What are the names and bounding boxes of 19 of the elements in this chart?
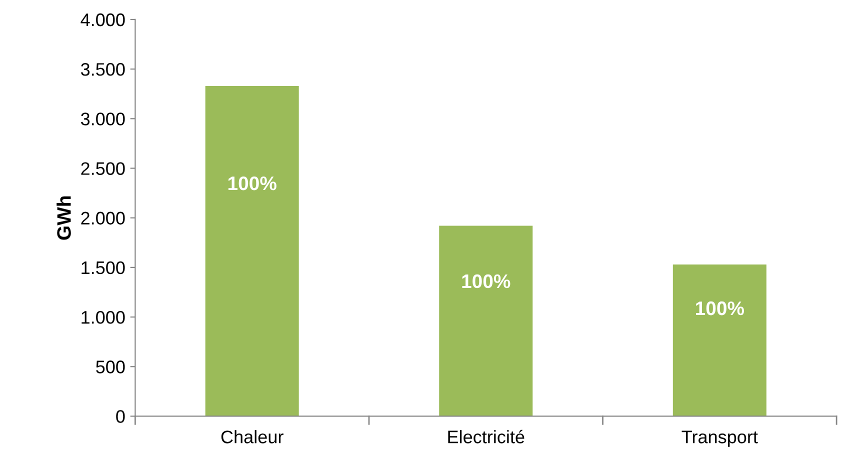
x-tick-label: Electricité [448, 430, 524, 444]
annotation: 100% [228, 176, 276, 190]
y-tick-label: 0 [116, 410, 125, 423]
x-tick-label: Transport [682, 430, 758, 447]
bar [672, 264, 766, 416]
y-tick-label: 4.000 [80, 13, 125, 26]
y-tick-label: 1.500 [82, 261, 125, 274]
y-tick-label: 2.000 [81, 212, 125, 225]
bar [205, 86, 299, 416]
x-tick-label: Chaleur [221, 430, 284, 444]
y-tick-label: 2.500 [81, 162, 125, 175]
y-tick-label: 1.000 [82, 310, 125, 324]
y-axis-title: GWh [56, 196, 71, 240]
y-tick-label: 500 [96, 360, 125, 374]
annotation: 100% [462, 274, 510, 288]
y-tick-label: 3.000 [80, 112, 125, 126]
y-tick-label: 3.500 [80, 63, 125, 76]
bar [439, 226, 533, 416]
annotation: 100% [696, 301, 744, 316]
